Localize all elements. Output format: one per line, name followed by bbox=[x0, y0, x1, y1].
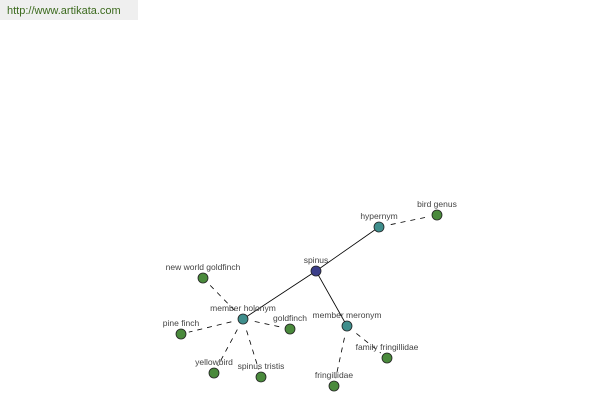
node-label-new_world_goldfinch: new world goldfinch bbox=[166, 262, 241, 272]
node-hypernym[interactable] bbox=[373, 221, 385, 233]
node-goldfinch[interactable] bbox=[284, 323, 296, 335]
edge-member_holonym-new_world_goldfinch bbox=[208, 283, 235, 311]
node-spinus_tristis[interactable] bbox=[255, 371, 267, 383]
edge-member_holonym-pine_finch bbox=[188, 321, 232, 333]
node-label-yellowbird: yellowbird bbox=[195, 357, 233, 367]
node-pine_finch[interactable] bbox=[175, 328, 187, 340]
node-bird_genus[interactable] bbox=[431, 209, 443, 221]
edge-member_holonym-spinus_tristis bbox=[246, 330, 260, 370]
edge-hypernym-bird_genus bbox=[390, 216, 430, 225]
node-spinus[interactable] bbox=[310, 265, 322, 277]
node-label-pine_finch: pine finch bbox=[163, 318, 200, 328]
node-fringillidae[interactable] bbox=[328, 380, 340, 392]
node-family_fringillidae[interactable] bbox=[381, 352, 393, 364]
node-label-member_meronym: member meronym bbox=[313, 310, 382, 320]
node-new_world_goldfinch[interactable] bbox=[197, 272, 209, 284]
node-label-family_fringillidae: family fringillidae bbox=[356, 342, 419, 352]
edge-member_holonym-yellowbird bbox=[217, 329, 238, 367]
node-label-spinus_tristis: spinus tristis bbox=[238, 361, 285, 371]
node-label-goldfinch: goldfinch bbox=[273, 313, 307, 323]
node-label-bird_genus: bird genus bbox=[417, 199, 457, 209]
node-member_meronym[interactable] bbox=[341, 320, 353, 332]
edge-member_holonym-goldfinch bbox=[254, 321, 283, 328]
node-label-member_holonym: member holonym bbox=[210, 303, 276, 313]
edge-spinus-hypernym bbox=[315, 226, 380, 272]
node-label-fringillidae: fringillidae bbox=[315, 370, 354, 380]
edge-spinus-member_holonym bbox=[242, 270, 317, 320]
node-yellowbird[interactable] bbox=[208, 367, 220, 379]
edge-spinus-member_meronym bbox=[315, 270, 348, 327]
artikata-url-link[interactable]: http://www.artikata.com bbox=[0, 0, 138, 20]
node-label-hypernym: hypernym bbox=[360, 211, 397, 221]
edge-member_meronym-fringillidae bbox=[335, 337, 345, 379]
node-member_holonym[interactable] bbox=[237, 313, 249, 325]
node-label-spinus: spinus bbox=[304, 255, 329, 265]
